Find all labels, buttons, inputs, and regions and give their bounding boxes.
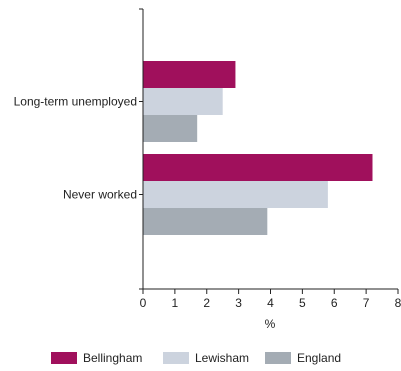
bar-england-long-term-unemployed xyxy=(143,115,198,142)
bar-lewisham-long-term-unemployed xyxy=(143,88,223,115)
x-tick-label: 7 xyxy=(363,296,370,310)
bar-lewisham-never-worked xyxy=(143,181,328,208)
x-tick-label: 8 xyxy=(395,296,401,310)
legend-label-england: England xyxy=(297,351,341,365)
x-ticks-group: 0 1 2 3 4 5 6 7 8 xyxy=(140,289,401,310)
x-tick-label: 5 xyxy=(299,296,306,310)
x-tick-label: 6 xyxy=(331,296,338,310)
y-ticks-group xyxy=(139,8,143,290)
legend-swatch-lewisham xyxy=(163,352,189,364)
x-tick-label: 0 xyxy=(140,296,147,310)
x-tick-label: 3 xyxy=(235,296,242,310)
legend-swatch-bellingham xyxy=(51,352,77,364)
bar-bellingham-long-term-unemployed xyxy=(143,61,236,88)
category-label: Long-term unemployed xyxy=(14,95,137,109)
bar-england-never-worked xyxy=(143,208,268,235)
legend-label-lewisham: Lewisham xyxy=(195,351,249,365)
bar-bellingham-never-worked xyxy=(143,154,373,181)
x-axis-title: % xyxy=(265,317,276,331)
x-tick-label: 1 xyxy=(172,296,179,310)
legend: Bellingham Lewisham England xyxy=(51,351,341,365)
bars-group xyxy=(143,61,373,235)
x-tick-label: 4 xyxy=(267,296,274,310)
axes-group xyxy=(142,9,398,290)
legend-label-bellingham: Bellingham xyxy=(83,351,142,365)
category-label: Never worked xyxy=(63,188,137,202)
x-tick-label: 2 xyxy=(203,296,210,310)
category-labels-group: Long-term unemployed Never worked xyxy=(14,95,137,202)
legend-swatch-england xyxy=(265,352,291,364)
